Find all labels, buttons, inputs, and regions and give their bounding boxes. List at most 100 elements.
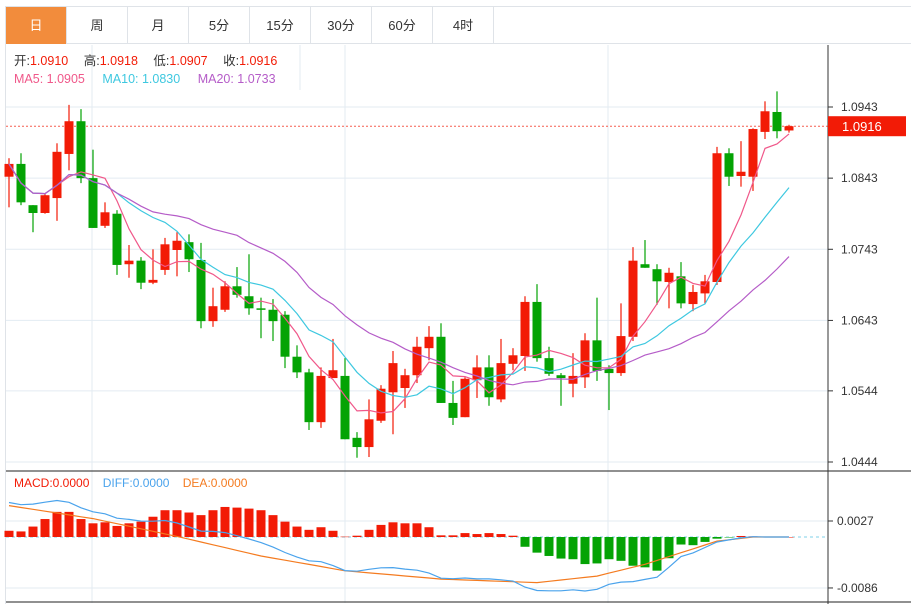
macd-bar [544, 537, 554, 556]
macd-bar [388, 522, 398, 537]
macd-info: MACD:0.0000 DIFF:0.0000 DEA:0.0000 [14, 476, 257, 490]
high-label: 高: [83, 54, 100, 68]
tab-30min[interactable]: 30分 [311, 7, 372, 44]
macd-bar [124, 523, 134, 537]
macd-tick-label: 0.0027 [837, 514, 874, 528]
macd-bar [436, 535, 446, 537]
macd-bar [604, 537, 614, 560]
candle-down [88, 178, 98, 228]
macd-bar [292, 526, 302, 537]
close-label: 收: [223, 54, 240, 68]
tab-5min[interactable]: 5分 [189, 7, 250, 44]
candle-up [412, 346, 422, 376]
chart-frame [5, 44, 911, 604]
macd-bar [208, 510, 218, 537]
ma10-line [8, 163, 790, 398]
ma5-value: MA5: 1.0905 [14, 72, 85, 86]
candle-down [604, 368, 614, 374]
candle-up [220, 286, 230, 310]
macd-bar [268, 515, 278, 537]
ma10-value: MA10: 1.0830 [102, 72, 181, 86]
macd-bar [100, 522, 110, 537]
candle-down [436, 336, 446, 403]
candle-down [556, 375, 566, 379]
price-tick-label: 1.0943 [841, 100, 878, 114]
candle-up [688, 291, 698, 305]
macd-bar [448, 535, 458, 537]
macd-bar [88, 523, 98, 537]
dea-value: DEA:0.0000 [182, 476, 248, 490]
macd-bar [352, 535, 362, 537]
macd-bar [700, 537, 710, 542]
macd-bar [640, 537, 650, 568]
diff-value: DIFF:0.0000 [102, 476, 170, 490]
candle-up [100, 212, 110, 226]
price-tick-label: 1.0743 [841, 242, 878, 256]
candle-down [448, 402, 458, 418]
macd-bar [676, 537, 686, 545]
macd-bar [484, 533, 494, 537]
tab-60min[interactable]: 60分 [372, 7, 433, 44]
low-label: 低: [153, 54, 170, 68]
macd-bar [304, 529, 314, 537]
dea-line [8, 505, 789, 584]
candle-up [424, 336, 434, 349]
tab-day[interactable]: 日 [6, 7, 67, 44]
candle-up [628, 260, 638, 337]
open-value: 1.0910 [29, 54, 69, 68]
macd-bar [328, 530, 338, 537]
candle-up [160, 244, 170, 270]
high-value: 1.0918 [99, 54, 138, 68]
candle-up [4, 163, 14, 177]
tab-month[interactable]: 月 [128, 7, 189, 44]
candle-down [244, 296, 254, 309]
candle-down [304, 372, 314, 423]
diff-line [8, 499, 789, 592]
macd-bar [616, 537, 626, 561]
candle-down [676, 276, 686, 304]
candle-up [700, 281, 710, 294]
candle-up [508, 355, 518, 364]
macd-bar [256, 510, 266, 537]
macd-bar [40, 519, 50, 537]
macd-bar [472, 534, 482, 537]
macd-bar [16, 531, 26, 537]
tab-week[interactable]: 周 [67, 7, 128, 44]
candle-up [124, 260, 134, 265]
candle-up [40, 195, 50, 214]
candle-down [280, 314, 290, 357]
macd-bar [592, 537, 602, 564]
candle-down [532, 301, 542, 359]
candle-down [76, 121, 86, 179]
candle-down [196, 259, 206, 322]
macd-bar [4, 530, 14, 537]
price-tick-label: 1.0544 [841, 384, 878, 398]
tab-15min[interactable]: 15分 [250, 7, 311, 44]
macd-bar [376, 524, 386, 537]
candle-up [748, 129, 758, 177]
candle-up [616, 336, 626, 374]
tab-4hour[interactable]: 4时 [433, 7, 494, 44]
candle-up [580, 340, 590, 378]
candle-up [52, 151, 62, 199]
current-price-badge [828, 116, 906, 137]
candle-down [112, 213, 122, 265]
candle-up [760, 111, 770, 132]
candle-up [400, 375, 410, 389]
candle-up [664, 272, 674, 283]
candle-up [460, 378, 470, 418]
candle-up [736, 171, 746, 177]
macd-bar [280, 521, 290, 537]
candle-down [232, 286, 242, 295]
current-price-label: 1.0916 [842, 119, 882, 134]
macd-bar [400, 523, 410, 537]
macd-bar [76, 519, 86, 537]
ma5-line [8, 133, 790, 414]
macd-bar [196, 515, 206, 537]
low-value: 1.0907 [169, 54, 208, 68]
candle-down [484, 367, 494, 398]
candle-up [148, 279, 158, 283]
macd-bar [496, 534, 506, 537]
candle-up [316, 375, 326, 423]
